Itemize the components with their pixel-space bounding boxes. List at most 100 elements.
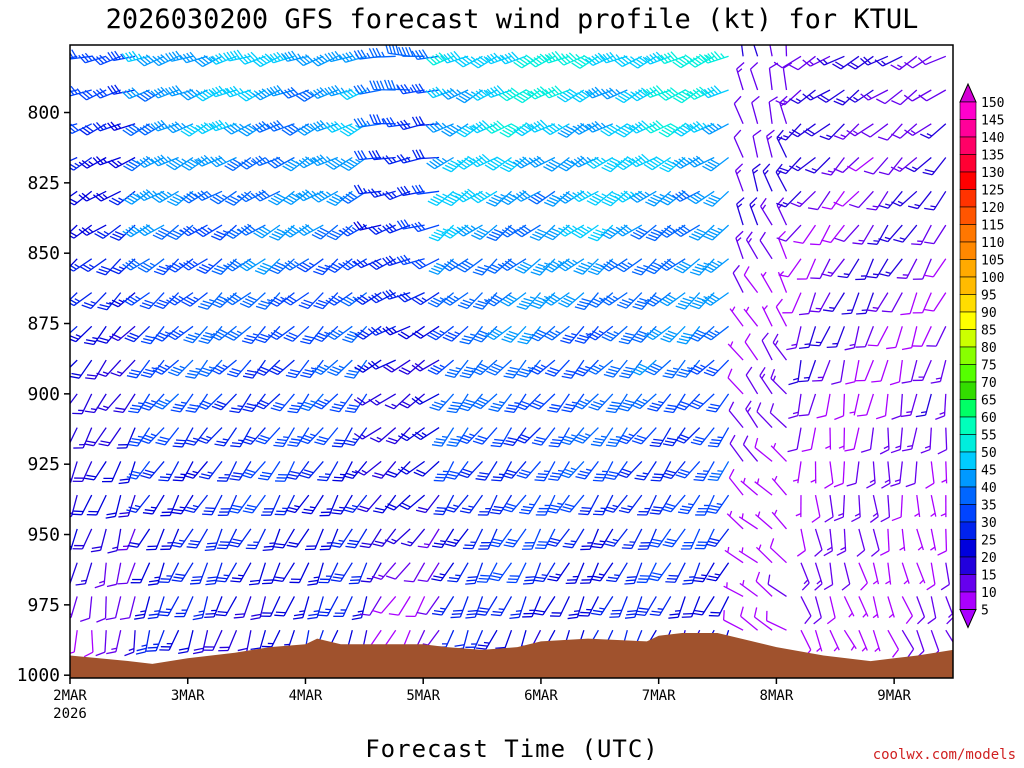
wind-barb [400,528,426,547]
wind-barb [860,89,889,101]
wind-barb [318,562,339,584]
wind-barb [649,427,672,448]
wind-barb [139,393,165,411]
wind-barb [920,427,932,454]
wind-barb [844,326,860,351]
colorbar-swatch [959,311,977,330]
wind-barb [658,258,686,272]
wind-barb [858,562,868,591]
wind-barb [70,427,78,448]
wind-barb [631,427,657,445]
wind-barb [869,494,879,523]
wind-barb [484,156,512,171]
wind-barb [224,325,252,341]
wind-barb [889,360,903,386]
wind-barb [113,393,136,414]
wind-barb [686,155,715,168]
wind-barb [590,427,614,447]
wind-barb [891,190,918,207]
wind-barb [224,156,252,172]
colorbar-label: 110 [981,236,1004,251]
wind-barb [475,596,498,616]
wind-barb [601,157,628,173]
wind-barb [166,325,194,341]
wind-barb [824,461,834,489]
wind-barb [528,359,556,375]
wind-barb [930,528,937,551]
colorbar-label: 15 [981,569,997,584]
wind-barb [800,562,810,591]
wind-barb [916,596,926,625]
credit-text[interactable]: coolwx.com/models [873,747,1016,763]
wind-barb [795,495,802,518]
wind-barb [743,306,759,327]
wind-barb [146,629,165,652]
colorbar-label: 90 [981,306,997,321]
wind-barb [458,460,483,479]
wind-barb [196,393,223,410]
wind-barb [92,156,121,166]
wind-barb [561,393,585,413]
wind-barb [649,494,672,515]
colorbar-swatch [959,171,977,190]
wind-barb [586,190,614,206]
wind-barb [870,528,880,557]
wind-barb [273,427,295,448]
wind-barb [530,258,556,276]
wind-barb [887,596,895,619]
wind-barb [245,528,266,550]
wind-barb [309,87,339,99]
wind-barb [686,120,715,133]
wind-barb [353,84,382,95]
wind-barb [866,461,876,489]
wind-barb [860,427,875,453]
wind-barb [396,254,425,266]
wind-barb [604,528,628,547]
wind-barb [833,157,860,174]
wind-barb [788,123,816,138]
wind-barb [528,190,556,205]
wind-barb [136,123,165,136]
wind-barb [760,271,773,293]
wind-barb [83,325,107,346]
wind-barb [926,562,936,591]
wind-barb [469,190,498,204]
wind-barb [425,52,454,66]
wind-barb [586,359,614,375]
wind-barb [339,224,368,237]
wind-barb [855,258,875,281]
wind-barb [724,546,744,564]
wind-barb [211,393,237,411]
wind-barb [298,427,324,445]
colorbar-label: 120 [981,201,1004,216]
wind-barb [744,333,759,361]
wind-barb [503,528,527,548]
wind-barb [923,258,947,278]
wind-barb [833,461,846,488]
wind-barb [70,49,92,60]
colorbar-swatch [959,346,977,365]
colorbar-label: 135 [981,149,1004,164]
wind-barb [96,359,122,377]
wind-barb [738,513,758,530]
wind-barb [106,630,122,655]
wind-barb [628,87,657,102]
wind-barb [109,325,136,342]
wind-barb [70,596,78,620]
wind-barb [388,596,411,616]
wind-barb [630,359,657,376]
wind-barb [330,528,353,548]
wind-barb [459,494,484,514]
wind-barb [915,393,932,418]
colorbar-swatch [959,276,977,295]
colorbar-label: 40 [981,481,997,496]
wind-barb [135,630,151,655]
colorbar-swatch [959,591,977,610]
wind-barb [180,258,208,271]
wind-barb [353,393,382,406]
wind-barb [122,123,150,137]
wind-barb [916,562,926,585]
wind-barb [331,427,353,448]
wind-barb [152,224,180,240]
wind-barb [742,435,759,462]
